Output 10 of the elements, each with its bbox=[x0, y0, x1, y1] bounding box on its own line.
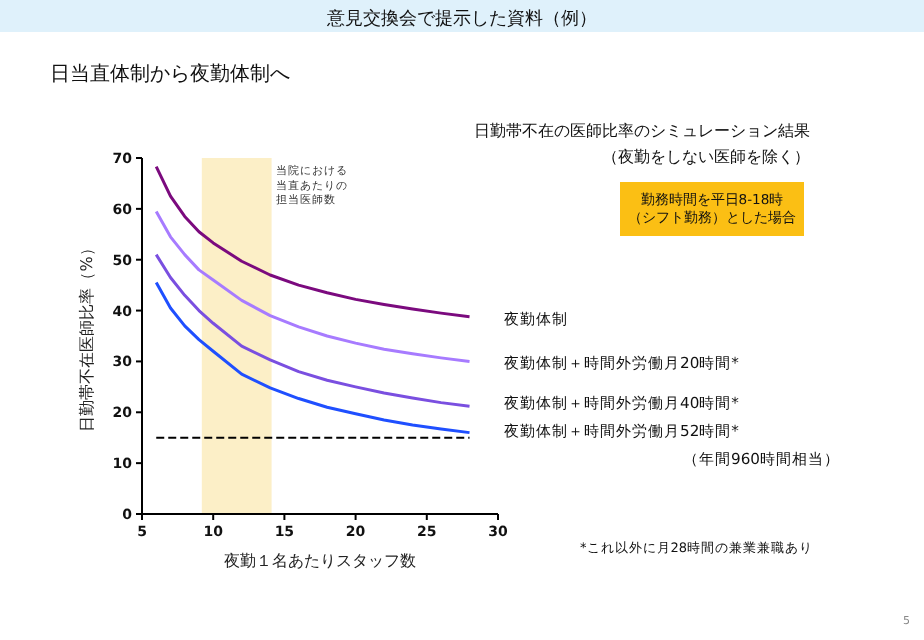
line-series bbox=[154, 165, 472, 319]
line-series bbox=[154, 281, 472, 435]
text: 日勤帯不在の医師比率のシミュレーション結果 bbox=[474, 122, 810, 140]
line-series bbox=[154, 253, 472, 408]
chart-title: 意見交換会で提示した資料（例） bbox=[325, 8, 597, 30]
y-axis-title: 日勤帯不在医師比率（%） bbox=[78, 240, 96, 432]
chart-subtitle: 日当直体制から夜勤体制へ bbox=[50, 62, 290, 86]
text: （夜勤をしない医師を除く） bbox=[602, 148, 810, 166]
line-series bbox=[154, 209, 472, 363]
x-axis-title: 夜勤１名あたりスタッフ数 bbox=[224, 552, 416, 570]
